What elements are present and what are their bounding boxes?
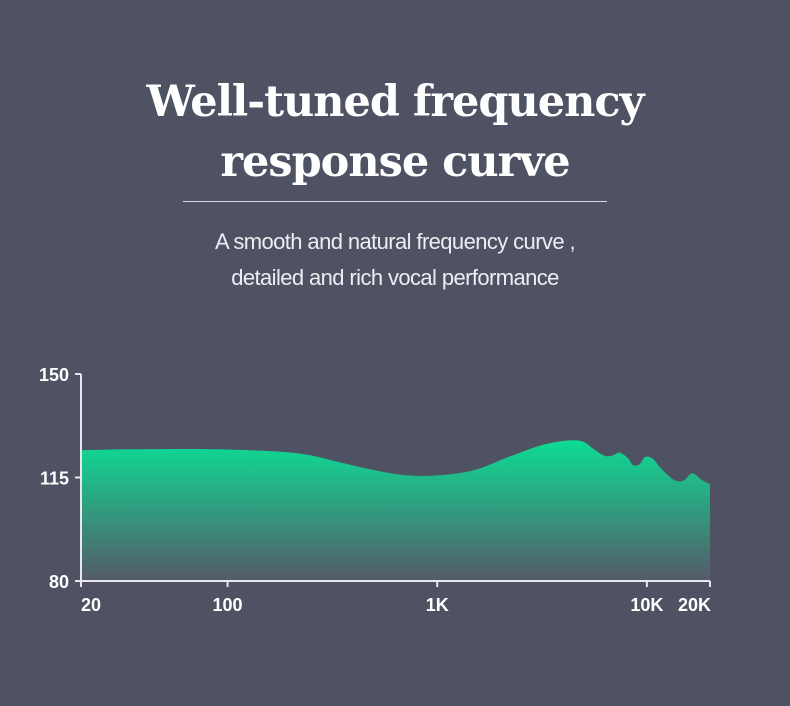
x-tick-label: 1K	[426, 595, 449, 615]
subtitle-line-2: detailed and rich vocal performance	[231, 265, 559, 290]
x-tick-label: 20	[81, 595, 101, 615]
title-line-2: response curve	[220, 137, 570, 187]
title-line-1: Well-tuned frequency	[146, 77, 644, 127]
y-tick-label: 80	[49, 572, 69, 592]
y-tick-label: 115	[40, 469, 69, 489]
y-tick-label: 150	[39, 365, 69, 385]
subtitle: A smooth and natural frequency curve , d…	[0, 224, 790, 296]
title-divider	[183, 201, 607, 202]
subtitle-line-1: A smooth and natural frequency curve ,	[215, 229, 576, 254]
frequency-response-area	[81, 440, 710, 581]
y-ticks: 80 115 150	[39, 365, 81, 592]
x-ticks: 20 100 1K 10K 20K	[80, 581, 711, 615]
x-tick-label: 20K	[678, 595, 711, 615]
x-tick-label: 100	[213, 595, 243, 615]
x-tick-label: 10K	[630, 595, 663, 615]
page-title: Well-tuned frequency response curve	[0, 72, 790, 192]
